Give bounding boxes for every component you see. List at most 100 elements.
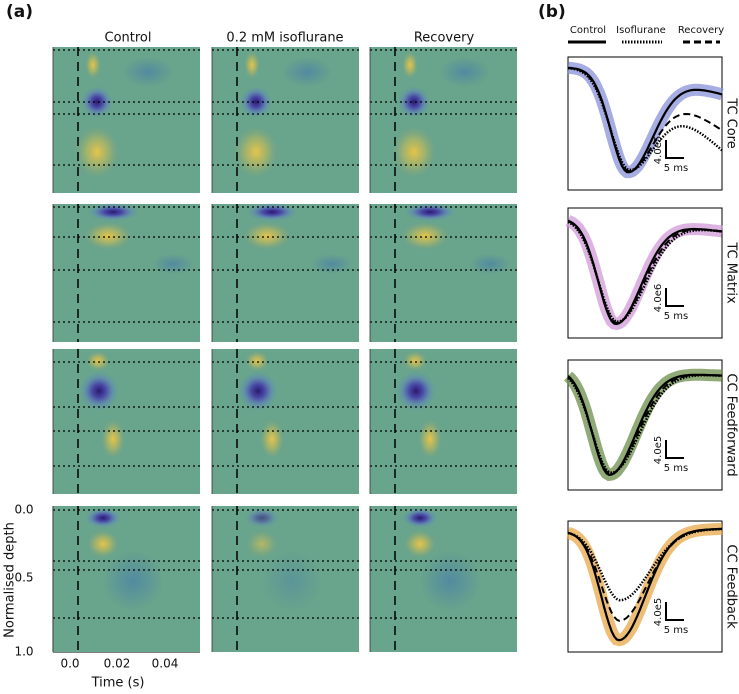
heatmap-blob <box>392 126 436 178</box>
heatmap-blob <box>244 51 260 79</box>
heatmap-shade <box>370 349 517 494</box>
row-title: TC Matrix <box>724 241 739 304</box>
x-axis-label: Time (s) <box>91 676 145 691</box>
scale-y-label: 4.0e5 <box>653 136 664 164</box>
row-title: CC Feedforward <box>724 373 739 476</box>
scale-bar <box>665 288 684 307</box>
trace-frame <box>567 520 723 653</box>
legend-label: Recovery <box>678 25 724 36</box>
heatmap <box>52 203 200 342</box>
trace-frame <box>567 207 723 339</box>
heatmap-blob <box>87 530 119 558</box>
heatmap-blob <box>246 203 298 221</box>
heatmap-blob <box>420 551 480 611</box>
heatmap <box>211 47 359 193</box>
heatmap-blob <box>404 530 436 558</box>
trace-band <box>566 522 723 647</box>
trace-control <box>567 66 723 174</box>
heatmap-blob <box>234 126 278 178</box>
scale-x-label: 5 ms <box>664 311 689 322</box>
heatmap-blob <box>401 222 449 250</box>
heatmap-blob <box>398 86 430 118</box>
column-title: Recovery <box>414 31 475 46</box>
heatmap-blob <box>246 530 278 558</box>
scale-x-label: 5 ms <box>664 163 689 174</box>
heatmap <box>211 203 359 342</box>
column-title: 0.2 mM isoflurane <box>226 31 343 46</box>
heatmap-blob <box>103 551 163 611</box>
heatmap-blob <box>86 351 110 371</box>
legend-label: Isoflurane <box>616 25 666 36</box>
heatmap <box>369 47 517 193</box>
heatmap-blob <box>240 86 272 118</box>
heatmap-blob <box>404 203 456 221</box>
scale-x-label: 5 ms <box>664 625 689 636</box>
y-tick-label: 0.0 <box>14 503 33 517</box>
trace-recovery <box>567 374 723 475</box>
row-title: CC Feedback <box>724 544 739 629</box>
scale-y-label: 4.0e5 <box>653 436 664 464</box>
x-tick-label: 0.04 <box>152 657 179 671</box>
panel-label: (a) <box>6 2 33 22</box>
heatmap-blob <box>79 371 119 411</box>
heatmap <box>52 47 200 193</box>
heatmap-blob <box>262 551 322 611</box>
heatmap-blob <box>85 508 121 528</box>
heatmap-blob <box>101 419 125 459</box>
y-axis-label: Normalised depth <box>3 522 18 638</box>
heatmap-blob <box>245 351 269 371</box>
heatmap-blob <box>403 351 427 371</box>
heatmap-blob <box>123 57 173 87</box>
scale-bar <box>665 140 684 159</box>
scale-y-label: 4.0e6 <box>653 284 664 312</box>
heatmap <box>52 506 200 652</box>
heatmap-blob <box>312 254 352 274</box>
heatmap <box>52 349 200 494</box>
y-tick-label: 0.5 <box>14 571 33 585</box>
heatmap-blob <box>243 222 291 250</box>
scale-bar <box>665 602 684 621</box>
trace-band <box>565 215 723 331</box>
trace-control <box>567 527 723 642</box>
heatmap-blob <box>238 371 278 411</box>
heatmap-blob <box>87 203 139 221</box>
heatmap-blob <box>402 508 438 528</box>
legend-label: Control <box>570 25 606 36</box>
heatmap <box>211 349 359 494</box>
column-title: Control <box>105 31 152 46</box>
heatmap-blob <box>244 508 280 528</box>
heatmap-blob <box>85 51 101 79</box>
heatmap-blob <box>418 419 442 459</box>
trace-frame <box>567 56 723 191</box>
scale-x-label: 5 ms <box>664 463 689 474</box>
heatmap-blob <box>396 371 436 411</box>
x-tick-label: 0.02 <box>104 657 131 671</box>
trace-frame <box>567 359 723 491</box>
heatmap-blob <box>282 57 332 87</box>
heatmap-shade <box>53 349 200 494</box>
heatmap-blob <box>81 86 113 118</box>
x-tick-label: 0.0 <box>60 657 79 671</box>
heatmap <box>369 506 517 652</box>
heatmap-blob <box>470 254 510 274</box>
heatmap <box>369 203 517 342</box>
trace-isoflurane <box>567 527 723 602</box>
trace-recovery <box>567 67 723 173</box>
trace-recovery <box>567 527 723 622</box>
scale-bar <box>665 440 684 459</box>
trace-band <box>567 61 724 179</box>
scale-y-label: 4.0e5 <box>653 598 664 626</box>
y-tick-label: 1.0 <box>14 645 33 659</box>
heatmap-blob <box>75 126 119 178</box>
heatmap-shade <box>212 349 359 494</box>
heatmap-blob <box>84 222 132 250</box>
heatmap-blob <box>153 254 193 274</box>
panel-label: (b) <box>538 2 566 22</box>
row-title: TC Core <box>724 97 739 148</box>
heatmap-blob <box>402 51 418 79</box>
heatmap <box>211 506 359 652</box>
trace-isoflurane <box>567 66 723 172</box>
heatmap-blob <box>440 57 490 87</box>
trace-recovery <box>567 220 723 324</box>
